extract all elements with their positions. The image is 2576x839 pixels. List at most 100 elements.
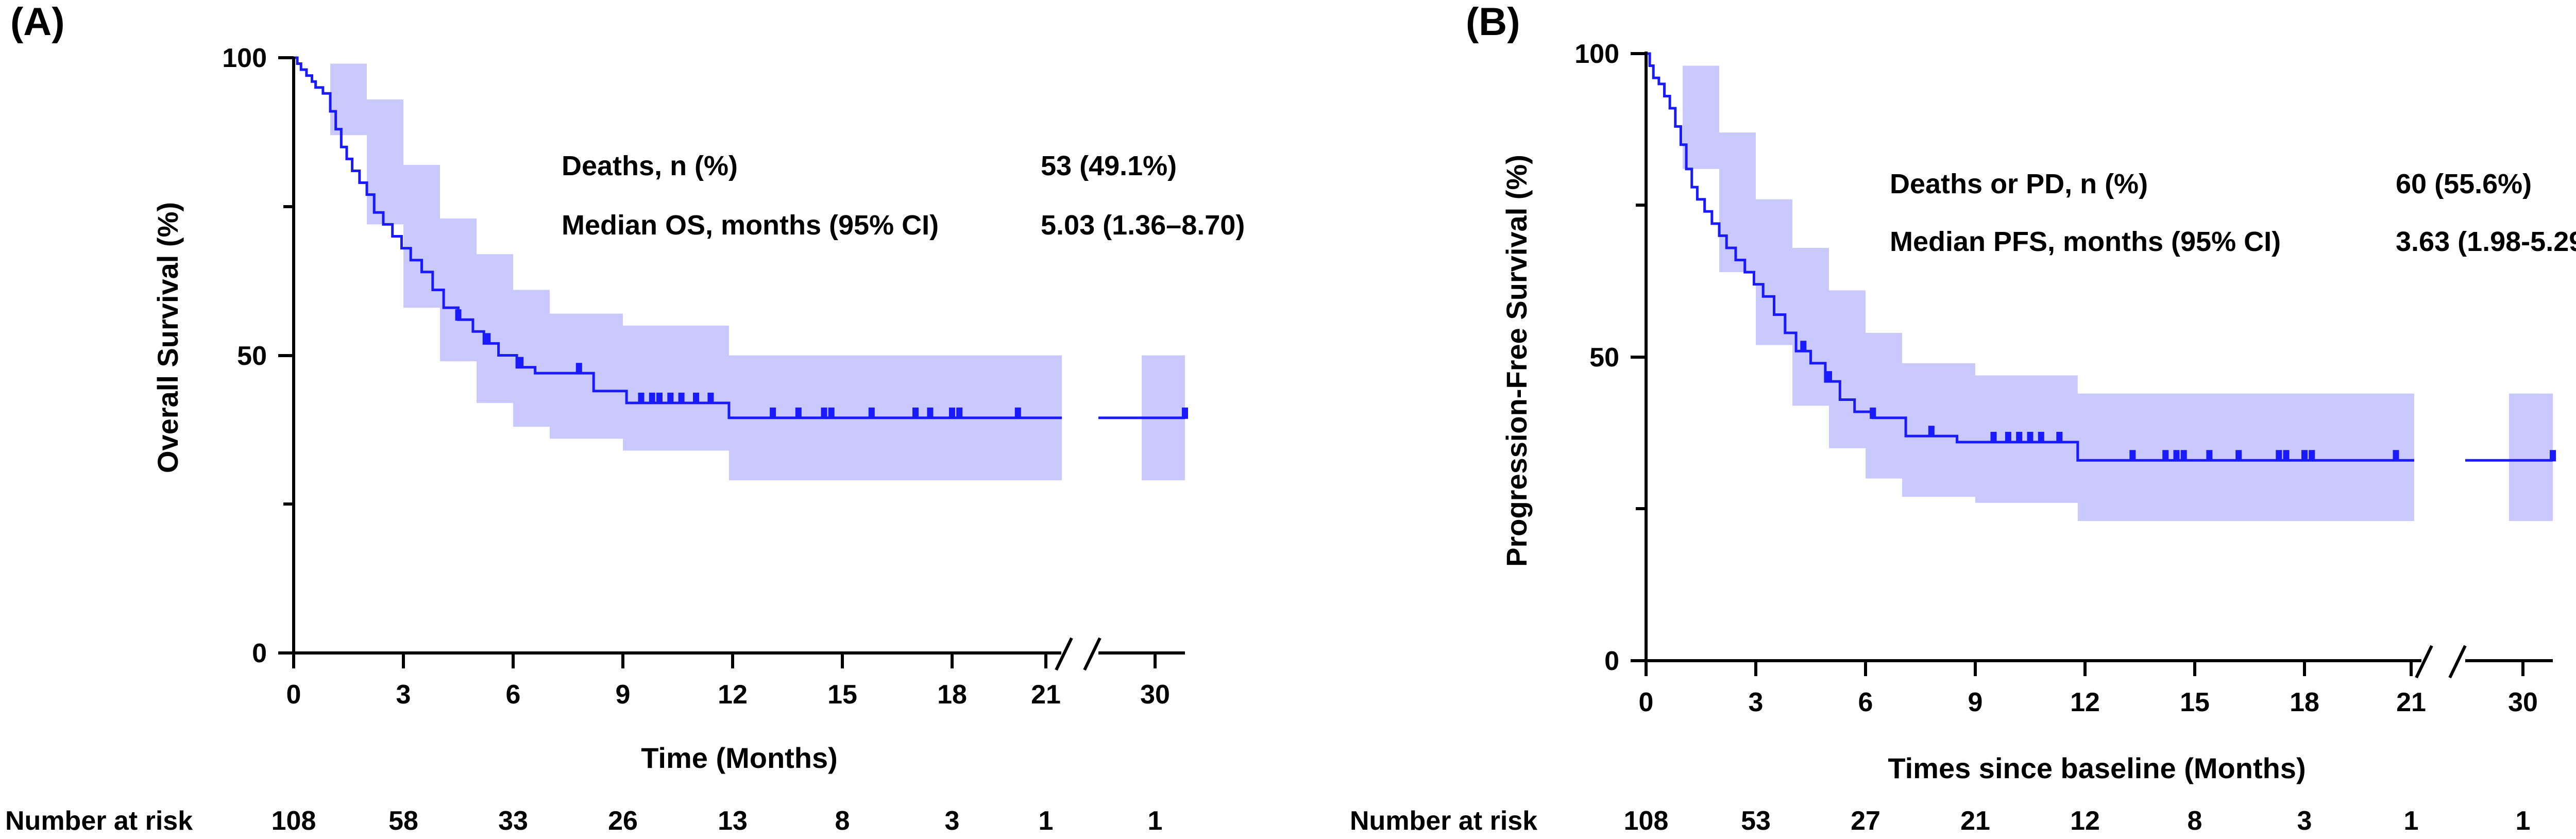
panel-b-censor-mark <box>2309 450 2315 462</box>
panel-a-censor-mark <box>667 392 674 404</box>
panel-a-censor-mark <box>656 392 663 404</box>
panel-a-censor-mark <box>1014 407 1021 419</box>
panel-a-risk-value: 1 <box>1148 806 1163 836</box>
panel-b-censor-mark <box>2027 431 2033 443</box>
panel-a-axes <box>278 56 1185 671</box>
panel-a-x-tick-label: 21 <box>1031 680 1061 710</box>
panel-b-risk-table: Number at risk 108 53 27 21 12 8 3 1 1 <box>1350 806 2530 836</box>
panel-a-ci-band <box>294 58 1062 481</box>
panel-a-censor-mark <box>649 392 655 404</box>
panel-b-x-tick-label: 18 <box>2290 687 2319 717</box>
panel-b-risk-value: 8 <box>2188 806 2202 836</box>
panel-a-censor-mark <box>795 407 802 419</box>
panel-b-x-tick-label: 15 <box>2180 687 2210 717</box>
panel-a-censor-mark <box>1182 407 1188 419</box>
panel-b-x-tick-label: 3 <box>1749 687 1764 717</box>
panel-b-x-tick-label: 21 <box>2396 687 2426 717</box>
panel-a-y-axis-label: Overall Survival (%) <box>151 202 184 473</box>
panel-a-censor-mark <box>912 407 919 419</box>
panel-a-y-tick-labels: 100 50 0 <box>222 43 267 668</box>
panel-b-censor-mark <box>1990 431 1997 443</box>
panel-a-stat-value: 53 (49.1%) <box>1041 150 1177 181</box>
panel-a-x-tick-label: 6 <box>506 680 521 710</box>
panel-a-risk-value: 8 <box>835 806 850 836</box>
panel-a-stat-label: Deaths, n (%) <box>562 150 738 181</box>
panel-b-censor-mark <box>2162 450 2169 462</box>
panel-a-survival-curve-group <box>294 56 1185 420</box>
panel-b-y-tick-label: 50 <box>1589 343 1619 373</box>
panel-b-x-tick-label: 9 <box>1968 687 1983 717</box>
panel-b-censor-mark <box>1870 407 1876 419</box>
panel-b-risk-value: 27 <box>1851 806 1880 836</box>
panel-a-x-tick-label: 9 <box>616 680 631 710</box>
panel-a-y-tick-label: 50 <box>237 341 267 371</box>
panel-a-censor-mark <box>927 407 934 419</box>
panel-b-censor-mark <box>2283 450 2290 462</box>
panel-b-censor-mark <box>2005 431 2011 443</box>
panel-b-risk-value: 53 <box>1741 806 1771 836</box>
panel-a-risk-value: 33 <box>498 806 528 836</box>
panel-a-censor-mark <box>956 407 963 419</box>
panel-b-y-axis-label: Progression-Free Survival (%) <box>1500 155 1533 567</box>
panel-b-risk-value: 12 <box>2070 806 2100 836</box>
panel-b-censor-mark <box>1826 371 1832 383</box>
panel-b-x-tick-label: 12 <box>2070 687 2100 717</box>
panel-a-x-tick-labels: 0 3 6 9 12 15 18 21 30 <box>286 680 1170 710</box>
panel-b-risk-value: 21 <box>1960 806 1990 836</box>
panel-a-x-tick-label: 3 <box>396 680 411 710</box>
panel-b-stat-label: Deaths or PD, n (%) <box>1890 169 2148 199</box>
panel-b-censor-mark <box>2206 450 2213 462</box>
panel-b-risk-value: 3 <box>2297 806 2312 836</box>
panel-b-censor-mark <box>2550 450 2556 462</box>
panel-a-censor-mark <box>949 407 955 419</box>
panel-a-risk-value: 26 <box>608 806 638 836</box>
panel-b-y-tick-labels: 100 50 0 <box>1574 39 1619 676</box>
panel-b-censor-marks <box>1800 341 2556 462</box>
panel-a-censor-mark <box>455 309 462 321</box>
panel-b-censor-mark <box>2129 450 2136 462</box>
panel-a-x-tick-label: 12 <box>718 680 748 710</box>
panel-b-risk-value: 108 <box>1624 806 1669 836</box>
panel-a-risk-table: Number at risk 108 58 33 26 13 8 3 1 1 <box>5 806 1162 836</box>
panel-b-stat-value: 3.63 (1.98-5.29) <box>2396 226 2576 257</box>
panel-b-censor-mark <box>2038 431 2044 443</box>
panel-b-ci-band <box>1646 54 2414 522</box>
panel-b-x-tick-label: 30 <box>2508 687 2538 717</box>
panel-a-censor-mark <box>678 392 685 404</box>
panel-a-censor-mark <box>517 357 524 368</box>
panel-b-ci-band <box>2509 393 2553 522</box>
panel-b-censor-mark <box>2180 450 2187 462</box>
panel-b-x-tick-labels: 0 3 6 9 12 15 18 21 30 <box>1639 687 2538 717</box>
panel-a-censor-mark <box>868 407 875 419</box>
panel-b-axis-break-mark <box>2448 645 2467 679</box>
panel-a-censor-mark <box>693 392 699 404</box>
panel-b-y-tick-label: 100 <box>1574 39 1619 69</box>
panel-a-x-tick-label: 0 <box>286 680 301 710</box>
panel-b-censor-mark <box>1928 426 1935 438</box>
panel-b-x-axis-label: Times since baseline (Months) <box>1888 752 2306 784</box>
panel-a-axis-break-mark <box>1055 637 1073 671</box>
panel-b-censor-mark <box>2235 450 2242 462</box>
panel-a-x-tick-label: 30 <box>1140 680 1170 710</box>
panel-b-stat-value: 60 (55.6%) <box>2396 169 2532 199</box>
panel-b-axis-break-mark <box>2415 645 2433 679</box>
panel-a-censor-mark <box>707 392 714 404</box>
panel-a-y-tick-label: 0 <box>252 639 267 668</box>
panel-a-risk-value: 3 <box>945 806 960 836</box>
panel-b-censor-mark <box>2173 450 2180 462</box>
panel-b-survival-curve <box>1646 52 2414 462</box>
panel-b-stats-box: Deaths or PD, n (%) 60 (55.6%) Median PF… <box>1890 169 2576 257</box>
panel-b: (B) Progression-Free Survival (%) <box>1350 0 2576 836</box>
panel-b-axes <box>1631 52 2553 679</box>
panel-a-letter: (A) <box>10 0 65 44</box>
panel-a-risk-label: Number at risk <box>5 806 193 836</box>
panel-a-risk-value: 108 <box>272 806 316 836</box>
panel-b-y-tick-label: 0 <box>1604 646 1619 676</box>
panel-b-ci-band-group <box>1646 54 2553 522</box>
panel-b-censor-mark <box>2276 450 2282 462</box>
panel-a-risk-value: 58 <box>388 806 418 836</box>
panel-b-plot-area <box>1646 52 2556 522</box>
panel-a-x-axis-label: Time (Months) <box>641 742 838 774</box>
panel-b-censor-mark <box>2056 431 2063 443</box>
